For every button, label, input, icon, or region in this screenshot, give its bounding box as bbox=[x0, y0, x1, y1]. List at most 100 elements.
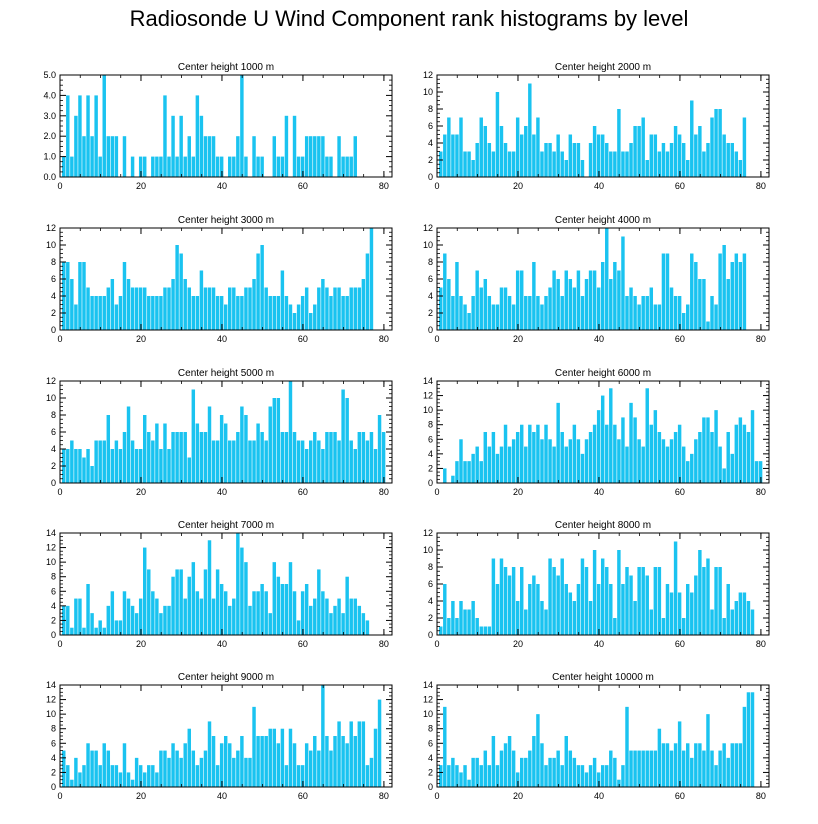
histogram-bar bbox=[738, 262, 743, 330]
histogram-bar bbox=[637, 439, 641, 483]
histogram-bar bbox=[499, 446, 504, 483]
histogram-bar bbox=[98, 440, 102, 483]
histogram-bar bbox=[621, 151, 625, 177]
panel-2: Center height 2000 m 0 20 40 60 80 0 2 4 6 8 10 12 bbox=[423, 62, 770, 191]
histogram-bar bbox=[102, 75, 106, 177]
x-tick-label: 40 bbox=[594, 639, 604, 649]
histogram-bar bbox=[710, 432, 714, 483]
histogram-bar bbox=[155, 423, 159, 483]
histogram-bar bbox=[90, 750, 94, 787]
histogram-bar bbox=[82, 457, 86, 483]
histogram-bar bbox=[175, 569, 179, 635]
histogram-bar bbox=[536, 296, 540, 330]
histogram-bar bbox=[284, 296, 289, 330]
histogram-bar bbox=[134, 449, 139, 483]
histogram-bar bbox=[349, 598, 353, 635]
histogram-bar bbox=[143, 415, 147, 483]
histogram-bar bbox=[463, 461, 467, 483]
histogram-bar bbox=[520, 134, 524, 177]
y-tick-label: 0 bbox=[428, 782, 433, 792]
histogram-bar bbox=[726, 757, 730, 787]
histogram-bar bbox=[657, 728, 662, 787]
y-tick-label: 0 bbox=[51, 630, 56, 640]
x-tick-label: 0 bbox=[434, 334, 439, 344]
histogram-bar bbox=[203, 750, 208, 787]
histogram-bar bbox=[329, 750, 333, 787]
histogram-bar bbox=[455, 262, 459, 330]
histogram-bar bbox=[447, 279, 451, 330]
histogram-bar bbox=[191, 156, 196, 177]
histogram-bar bbox=[118, 772, 123, 787]
y-tick-label: 12 bbox=[423, 528, 433, 538]
histogram-bar bbox=[110, 765, 115, 787]
x-tick-label: 0 bbox=[57, 181, 62, 191]
x-tick-label: 20 bbox=[136, 791, 146, 801]
histogram-bar bbox=[702, 567, 706, 635]
histogram-bar bbox=[195, 423, 200, 483]
histogram-bar bbox=[714, 410, 718, 483]
histogram-bar bbox=[240, 736, 244, 787]
x-tick-label: 0 bbox=[57, 487, 62, 497]
histogram-bar bbox=[686, 743, 690, 787]
histogram-bar bbox=[475, 143, 479, 177]
histogram-bar bbox=[187, 287, 191, 330]
histogram-bar bbox=[151, 591, 155, 635]
histogram-bar bbox=[645, 388, 649, 483]
histogram-bar bbox=[106, 415, 111, 483]
histogram-bar bbox=[296, 620, 301, 635]
histogram-bar bbox=[110, 279, 115, 330]
histogram-bar bbox=[734, 424, 739, 483]
histogram-bar bbox=[584, 279, 589, 330]
histogram-bar bbox=[592, 126, 597, 177]
histogram-bar bbox=[300, 296, 305, 330]
histogram-bar bbox=[333, 287, 337, 330]
x-tick-label: 80 bbox=[379, 181, 389, 191]
histogram-bar bbox=[686, 304, 690, 330]
histogram-bar bbox=[143, 287, 147, 330]
histogram-bar bbox=[122, 432, 127, 483]
histogram-bar bbox=[515, 432, 520, 483]
histogram-bar bbox=[645, 575, 649, 635]
y-tick-label: 10 bbox=[423, 87, 433, 97]
histogram-bar bbox=[722, 743, 726, 787]
y-tick-label: 10 bbox=[46, 240, 56, 250]
histogram-bar bbox=[459, 772, 463, 787]
histogram-bar bbox=[219, 415, 224, 483]
histogram-bar bbox=[288, 381, 293, 483]
y-tick-label: 0 bbox=[51, 782, 56, 792]
histogram-bar bbox=[86, 449, 90, 483]
y-tick-label: 4 bbox=[51, 601, 56, 611]
histogram-bar bbox=[584, 772, 589, 787]
histogram-bar bbox=[443, 706, 447, 787]
y-tick-label: 4 bbox=[51, 753, 56, 763]
histogram-bar bbox=[503, 143, 508, 177]
histogram-bar bbox=[304, 743, 309, 787]
histogram-bar bbox=[114, 304, 119, 330]
histogram-bar bbox=[613, 424, 617, 483]
histogram-bar bbox=[495, 584, 500, 635]
histogram-bar bbox=[588, 143, 593, 177]
y-tick-label: 4.0 bbox=[43, 90, 56, 100]
y-tick-label: 8 bbox=[51, 410, 56, 420]
histogram-bar bbox=[163, 95, 167, 177]
histogram-bar bbox=[207, 136, 212, 177]
histogram-bar bbox=[706, 417, 710, 483]
histogram-bar bbox=[463, 304, 467, 330]
histogram-bar bbox=[576, 765, 581, 787]
histogram-bar bbox=[487, 296, 492, 330]
y-tick-label: 8 bbox=[428, 420, 433, 430]
histogram-bar bbox=[183, 598, 187, 635]
histogram-bar bbox=[625, 706, 629, 787]
y-tick-label: 12 bbox=[46, 376, 56, 386]
histogram-bar bbox=[645, 296, 649, 330]
histogram-bar bbox=[633, 750, 637, 787]
histogram-bar bbox=[361, 432, 366, 483]
histogram-bar bbox=[179, 115, 183, 177]
histogram-bar bbox=[373, 449, 378, 483]
panel-title: Center height 10000 m bbox=[552, 672, 654, 683]
histogram-bar bbox=[499, 126, 504, 177]
histogram-bar bbox=[742, 253, 747, 330]
x-tick-label: 20 bbox=[513, 334, 523, 344]
histogram-bar bbox=[479, 765, 483, 787]
histogram-bar bbox=[459, 601, 463, 635]
